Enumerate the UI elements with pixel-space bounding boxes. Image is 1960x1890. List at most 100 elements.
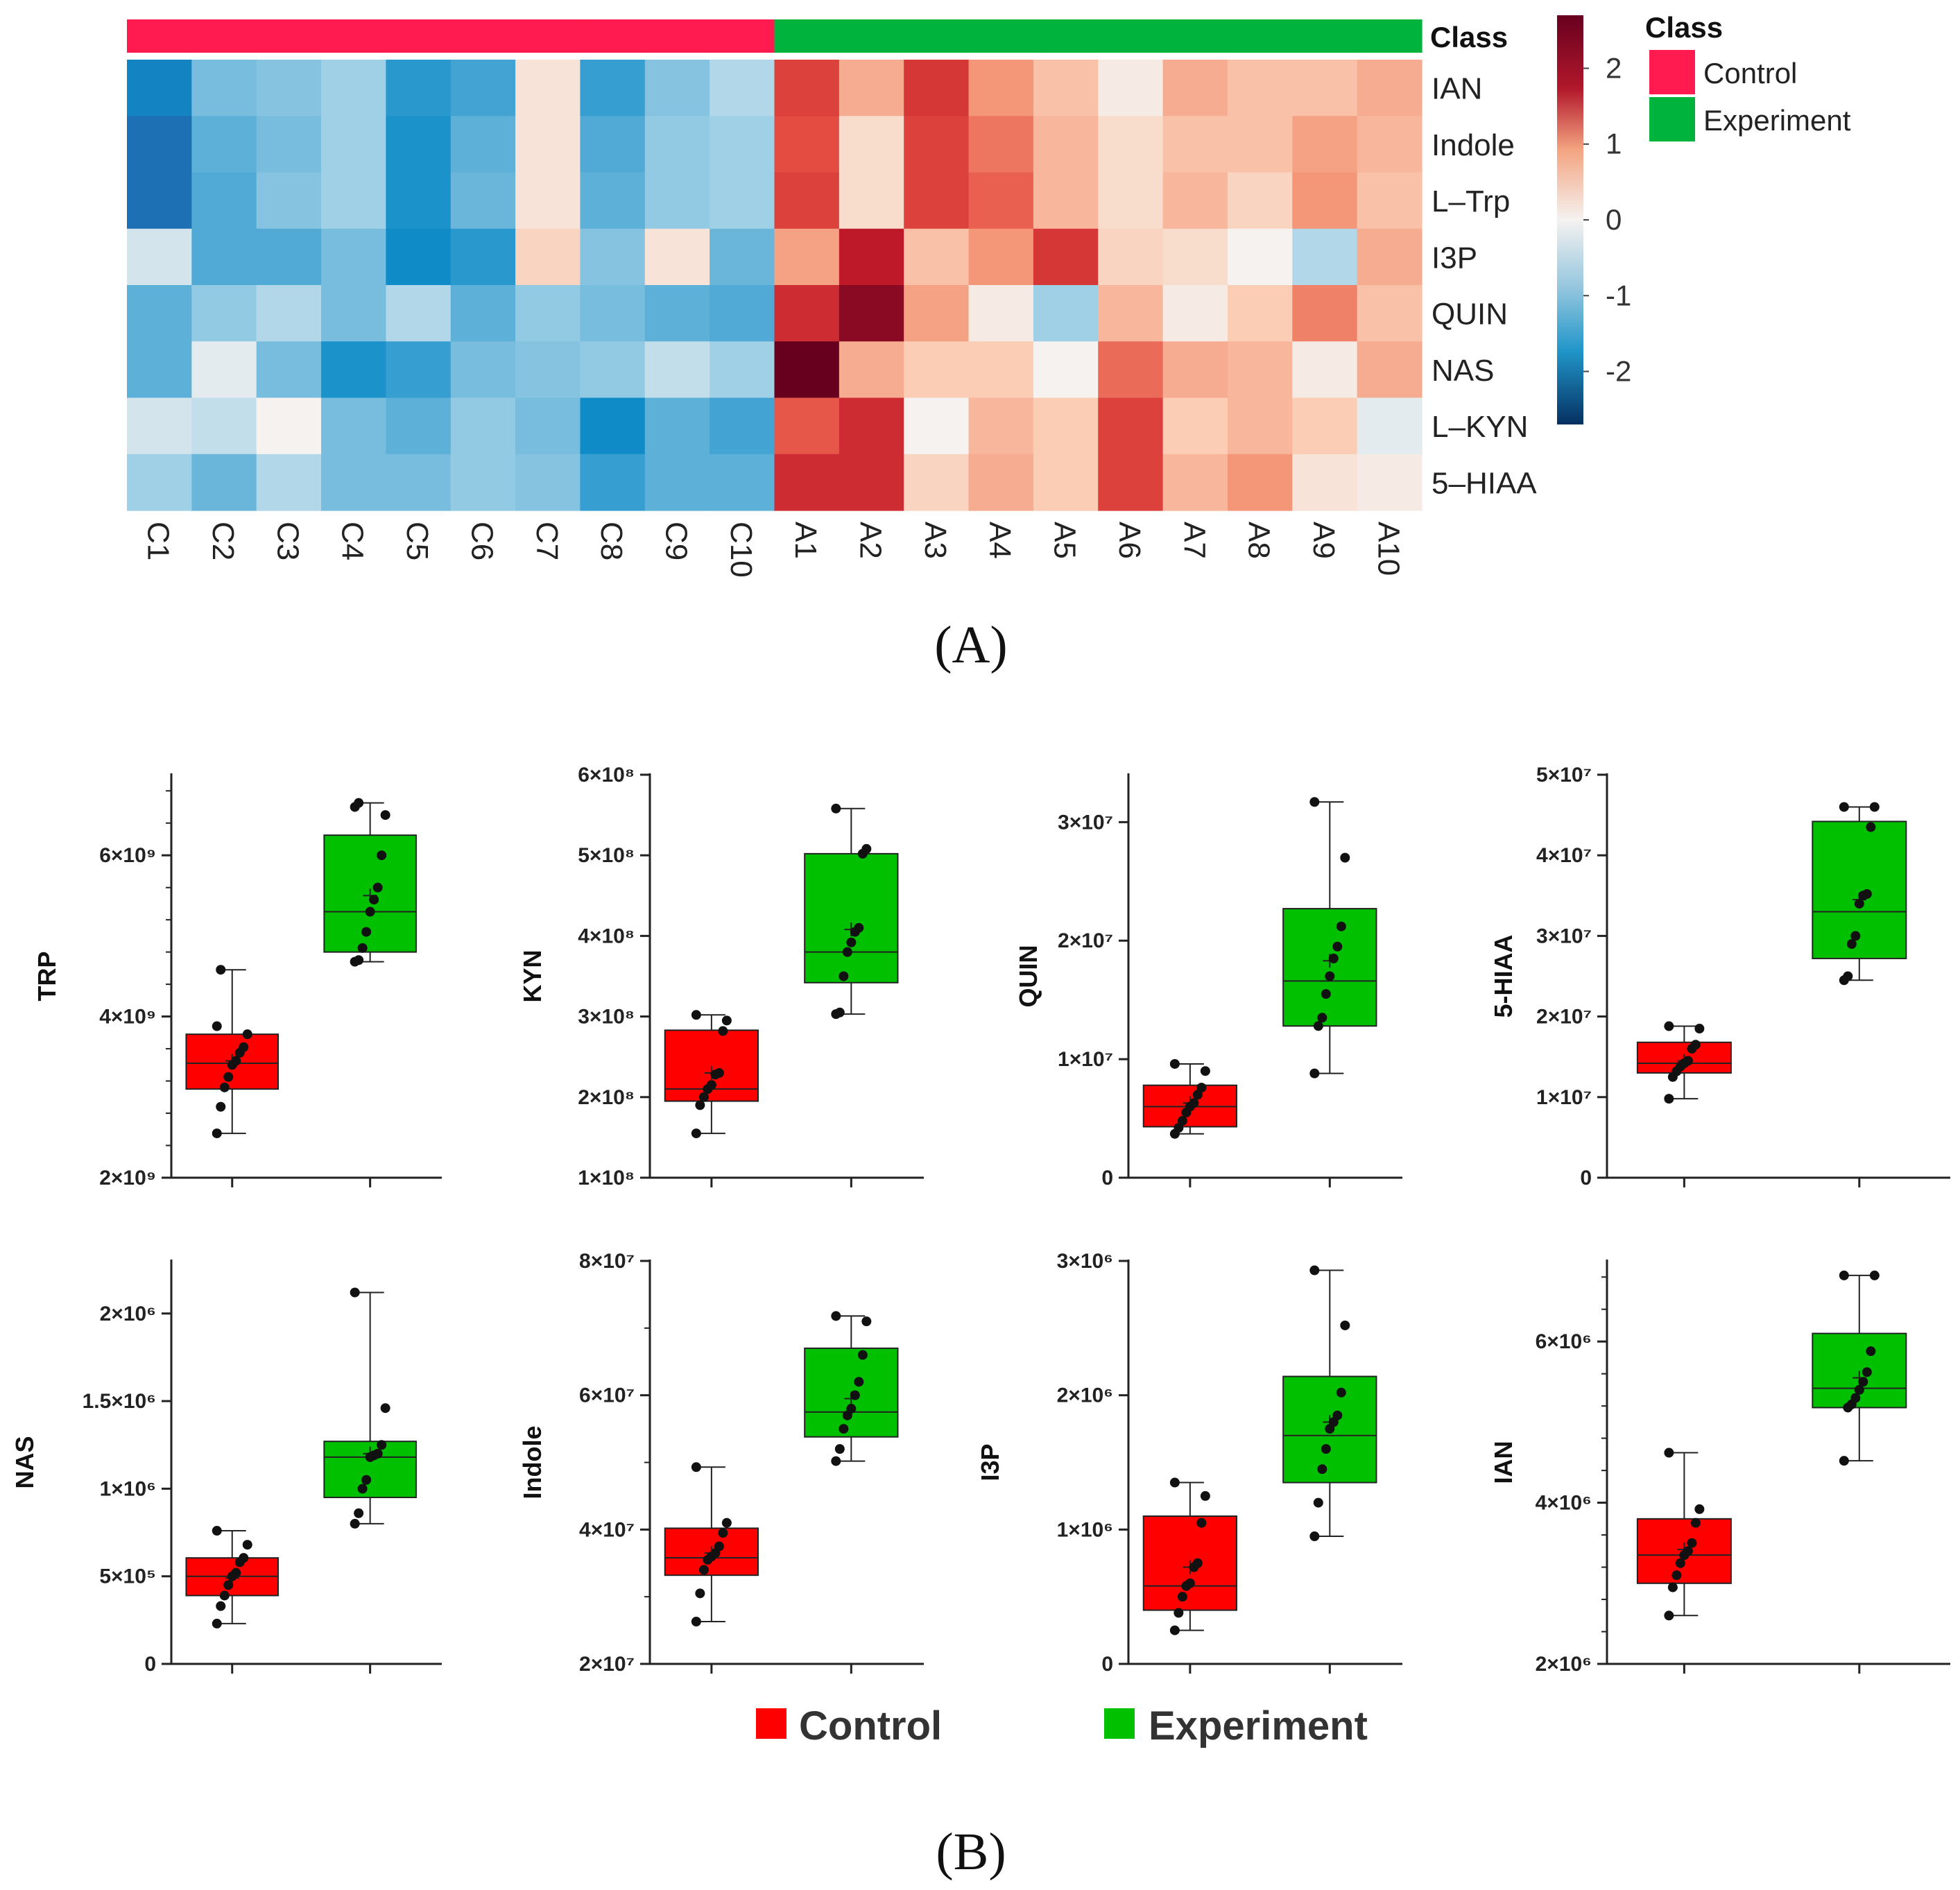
y-tick-label: 3×10⁷ [1058, 811, 1113, 834]
y-tick-label: 1×10⁷ [1536, 1086, 1592, 1109]
y-tick-label: 1.5×10⁶ [83, 1390, 156, 1413]
series-control [1142, 1058, 1238, 1187]
heatmap-cell-Indole-C1 [127, 116, 192, 173]
heatmap-cell-NAS-C9 [644, 341, 710, 399]
data-point [1169, 1477, 1180, 1488]
heatmap-column-label: C5 [400, 522, 434, 560]
data-point [1196, 1518, 1207, 1528]
legend-experiment-label: Experiment [1149, 1703, 1368, 1749]
heatmap-cell-IAN-A9 [1292, 60, 1358, 117]
heatmap-cell-5–HIAA-A8 [1227, 454, 1293, 511]
boxplot-TRP: 2×10⁹ 4×10⁹ 6×10⁹ TRP [33, 773, 442, 1189]
heatmap-cell-5–HIAA-C1 [127, 454, 192, 511]
data-point [1671, 1570, 1682, 1581]
data-point [1664, 1021, 1674, 1031]
data-point [1664, 1094, 1674, 1104]
heatmap-row-label: Indole [1432, 128, 1515, 162]
data-point [1862, 888, 1872, 899]
heatmap-cell-L–KYN-A4 [968, 397, 1034, 455]
boxplot-panels: 2×10⁹ 4×10⁹ 6×10⁹ TRP 1×10⁸ 2×10⁸ 3×10⁸ 4×10⁸ 5×… [10, 764, 1950, 1676]
heatmap-cell-L–Trp-A1 [774, 172, 840, 230]
heatmap-cell-L–Trp-C9 [644, 172, 710, 230]
data-point [1675, 1558, 1685, 1568]
heatmap-cell-I3P-C10 [710, 228, 775, 286]
heatmap-column-label: A8 [1242, 522, 1276, 559]
y-tick-label: 6×10⁷ [579, 1384, 635, 1407]
data-point [1309, 797, 1320, 807]
heatmap-cell-L–KYN-C6 [450, 397, 516, 455]
class-bar-A10 [1357, 19, 1422, 53]
data-point [1850, 931, 1861, 941]
data-point [354, 1508, 364, 1518]
heatmap-cell-QUIN-A10 [1357, 285, 1422, 342]
data-point [216, 1101, 226, 1112]
data-point [695, 1100, 705, 1110]
data-point [219, 1082, 230, 1092]
heatmap-cell-Indole-A5 [1033, 116, 1099, 173]
heatmap-cell-Indole-A2 [839, 116, 904, 173]
heatmap-cell-NAS-A9 [1292, 341, 1358, 399]
y-tick-label: 2×10⁷ [1058, 929, 1113, 952]
heatmap-cell-5–HIAA-C4 [321, 454, 386, 511]
heatmap-cell-I3P-A5 [1033, 228, 1099, 286]
data-point [691, 1616, 701, 1626]
data-point [231, 1056, 241, 1066]
heatmap-cell-I3P-C1 [127, 228, 192, 286]
heatmap-cell-IAN-A1 [774, 60, 840, 117]
heatmap-cell-IAN-C6 [450, 60, 516, 117]
class-bar-C3 [256, 19, 322, 53]
heatmap-cell-5–HIAA-A6 [1098, 454, 1164, 511]
data-point [1862, 1367, 1872, 1377]
heatmap-cell-IAN-A7 [1162, 60, 1228, 117]
boxplot-QUIN: 0 1×10⁷ 2×10⁷ 3×10⁷ QUIN [1014, 773, 1402, 1189]
data-point [861, 843, 872, 854]
data-point [354, 798, 364, 808]
data-point [1317, 1013, 1327, 1023]
heatmap-cell-IAN-C7 [515, 60, 581, 117]
y-tick-label: 4×10⁷ [579, 1518, 635, 1541]
heatmap-cell-QUIN-C1 [127, 285, 192, 342]
heatmap-cell-NAS-A6 [1098, 341, 1164, 399]
data-point [706, 1080, 716, 1090]
y-tick-label: 2×10⁸ [578, 1086, 635, 1109]
data-point [219, 1590, 230, 1601]
heatmap-cell-NAS-A4 [968, 341, 1034, 399]
data-point [231, 1567, 241, 1578]
y-tick-label: 6×10⁶ [1536, 1330, 1592, 1353]
data-point [842, 947, 852, 957]
data-point [1321, 1444, 1331, 1454]
heatmap-cell-Indole-A4 [968, 116, 1034, 173]
heatmap-cell-QUIN-A4 [968, 285, 1034, 342]
class-bar-C10 [710, 19, 775, 53]
y-tick-label: 4×10⁶ [1536, 1492, 1592, 1515]
heatmap-cell-L–KYN-A5 [1033, 397, 1099, 455]
data-point [1839, 802, 1849, 812]
heatmap-cell-L–Trp-A8 [1227, 172, 1293, 230]
heatmap-cell-L–KYN-C9 [644, 397, 710, 455]
heatmap-column-label: A2 [854, 522, 888, 559]
series-control [185, 1526, 280, 1674]
class-bar-C5 [386, 19, 452, 53]
heatmap-cell-QUIN-A3 [904, 285, 970, 342]
heatmap-cell-NAS-A7 [1162, 341, 1228, 399]
heatmap-cell-NAS-A2 [839, 341, 904, 399]
data-point [695, 1588, 705, 1599]
series-experiment [804, 1311, 899, 1674]
heatmap-cell-NAS-C7 [515, 341, 581, 399]
boxplot-Indole: 2×10⁷ 4×10⁷ 6×10⁷ 8×10⁷ Indole [518, 1250, 924, 1676]
heatmap-cell-I3P-C3 [256, 228, 322, 286]
heatmap-cell-NAS-A10 [1357, 341, 1422, 399]
class-bar-A4 [968, 19, 1034, 53]
data-point [372, 882, 383, 893]
boxplot-KYN: 1×10⁸ 2×10⁸ 3×10⁸ 4×10⁸ 5×10⁸ 6×10⁸ KYN [518, 764, 924, 1189]
data-point [1177, 1592, 1187, 1602]
heatmap-cell-I3P-C9 [644, 228, 710, 286]
class-bar-C2 [191, 19, 257, 53]
heatmap-cell-NAS-A5 [1033, 341, 1099, 399]
y-axis-label: IAN [1489, 1441, 1518, 1484]
y-tick-label: 1×10⁷ [1058, 1048, 1113, 1071]
boxplot-NAS: 0 5×10⁵ 1×10⁶ 1.5×10⁶ 2×10⁶ NAS [10, 1260, 442, 1676]
heatmap-cell-5–HIAA-C9 [644, 454, 710, 511]
heatmap-cell-QUIN-C7 [515, 285, 581, 342]
series-control [664, 1462, 759, 1674]
